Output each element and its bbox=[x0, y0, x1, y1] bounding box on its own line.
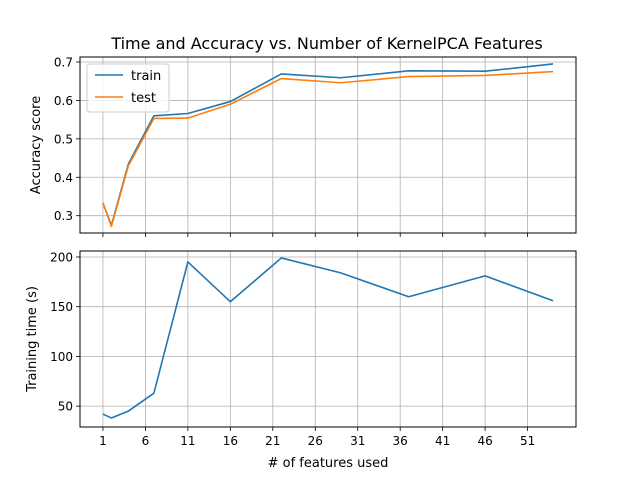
legend-train-label: train bbox=[131, 69, 161, 84]
accuracy-x-ticks bbox=[102, 233, 528, 237]
legend-test-label: test bbox=[131, 91, 156, 106]
x-tick-label: 1 bbox=[99, 434, 107, 448]
time-y-tick-label: 200 bbox=[50, 250, 73, 264]
x-tick-label: 16 bbox=[223, 434, 238, 448]
time-y-tick-label: 150 bbox=[50, 300, 73, 314]
x-tick-label: 21 bbox=[265, 434, 280, 448]
accuracy-train-line bbox=[102, 63, 554, 227]
accuracy-grid bbox=[80, 57, 576, 233]
time-y-tick-label: 50 bbox=[58, 400, 73, 414]
accuracy-panel: 0.3 0.4 0.5 0.6 0.7 Accuracy score train tes… bbox=[29, 55, 577, 237]
accuracy-y-ticks: 0.3 0.4 0.5 0.6 0.7 bbox=[54, 55, 80, 223]
time-lines bbox=[102, 257, 554, 419]
time-y-tick-label: 100 bbox=[50, 350, 73, 364]
accuracy-y-label: Accuracy score bbox=[29, 96, 44, 194]
chart-title: Time and Accuracy vs. Number of KernelPC… bbox=[110, 34, 542, 53]
x-tick-label: 11 bbox=[180, 434, 195, 448]
accuracy-test-line bbox=[102, 70, 554, 228]
legend-box bbox=[86, 63, 170, 113]
accuracy-y-tick-label: 0.7 bbox=[54, 55, 73, 69]
accuracy-y-tick-label: 0.5 bbox=[54, 132, 73, 146]
x-tick-label: 51 bbox=[520, 434, 535, 448]
x-axis-label: # of features used bbox=[268, 456, 389, 471]
time-y-label: Training time (s) bbox=[25, 286, 40, 393]
accuracy-lines bbox=[102, 63, 554, 228]
accuracy-y-tick-label: 0.6 bbox=[54, 94, 73, 108]
accuracy-plot-frame bbox=[79, 56, 577, 234]
x-tick-label: 26 bbox=[308, 434, 323, 448]
time-series-0-line bbox=[102, 257, 554, 419]
time-grid bbox=[80, 251, 576, 427]
accuracy-y-tick-label: 0.4 bbox=[54, 171, 73, 185]
time-plot-frame bbox=[79, 250, 577, 428]
x-tick-label: 36 bbox=[393, 434, 408, 448]
time-y-ticks: 50 100 150 200 bbox=[50, 250, 80, 414]
x-tick-label: 46 bbox=[477, 434, 492, 448]
x-tick-label: 41 bbox=[435, 434, 450, 448]
x-tick-label: 31 bbox=[350, 434, 365, 448]
time-x-ticks: 1 6 11 16 21 26 31 36 41 46 51 bbox=[99, 427, 535, 448]
legend: train test bbox=[86, 63, 170, 113]
x-tick-label: 6 bbox=[142, 434, 150, 448]
accuracy-y-tick-label: 0.3 bbox=[54, 209, 73, 223]
